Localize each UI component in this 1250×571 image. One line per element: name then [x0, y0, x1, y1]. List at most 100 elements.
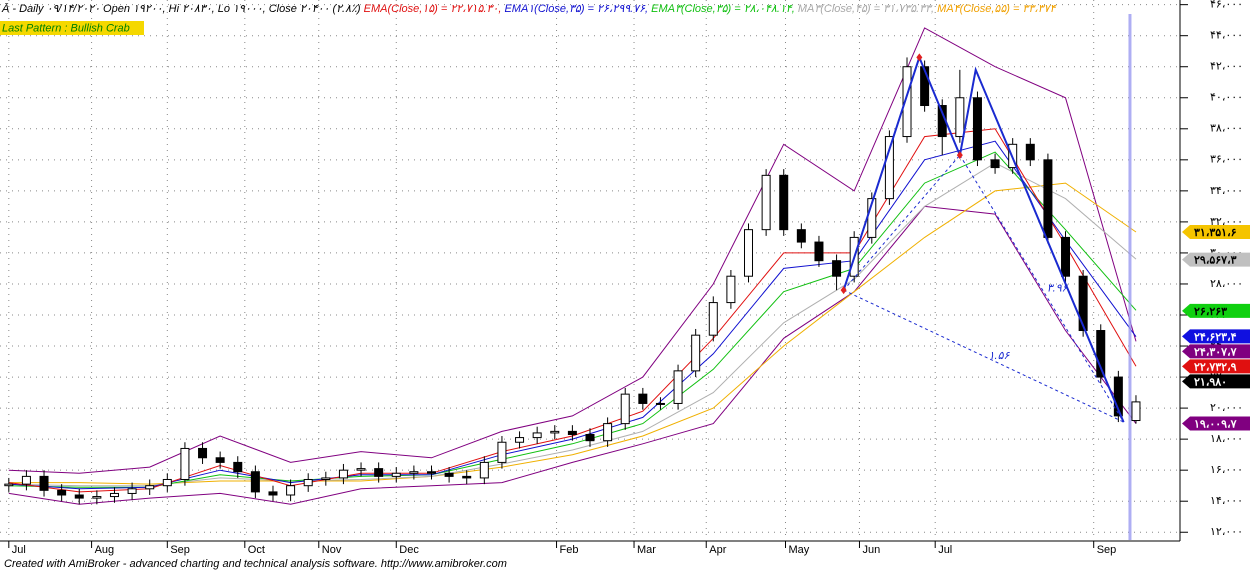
candle-body: [198, 447, 208, 459]
candle-body: [145, 485, 155, 490]
candle-body: [303, 478, 313, 487]
candle-body: [796, 229, 806, 243]
candle-body: [902, 66, 912, 138]
candle-body: [4, 483, 14, 487]
y-tick-label: ۲۸،۰۰۰: [1210, 278, 1243, 290]
candle-body: [814, 241, 824, 262]
pattern-marker: [916, 53, 923, 62]
pattern-ratio-line: [959, 154, 1125, 423]
candle-body: [250, 471, 260, 493]
candle-body: [444, 472, 454, 477]
x-tick-label: Dec: [399, 544, 419, 556]
candle-body: [109, 492, 119, 498]
price-label-box: [1182, 374, 1250, 389]
indicator-line: [8, 27, 1137, 474]
cursor-line: [1128, 14, 1132, 540]
price-label: ۲۶،۲۶۳: [1194, 306, 1227, 318]
y-tick-label: ۴۰،۰۰۰: [1210, 92, 1243, 104]
x-tick-label: Mar: [637, 544, 656, 556]
price-label: ۲۱،۹۸۰: [1194, 376, 1227, 388]
chart-title-part: EMA(Close,۱۵) = ۲۲،۷۱۵.۳۰,: [364, 3, 505, 15]
y-tick-label: ۱۴،۰۰۰: [1210, 495, 1243, 507]
x-tick-label: Jul: [12, 544, 26, 556]
candle-body: [162, 478, 172, 487]
price-label: ۲۹،۵۶۷،۳: [1194, 255, 1237, 267]
y-tick-label: ۴۲،۰۰۰: [1210, 61, 1243, 73]
candle-body: [356, 468, 366, 471]
x-tick-label: May: [788, 544, 809, 556]
candle-body: [1043, 159, 1053, 238]
chart-title-part: EMA۳(Close,۳۵) = ۲۸،۰۴۸.۱۴,: [651, 3, 798, 15]
chart-title-part: Ā - Daily ۰۹/۱۴/۲۰۲۰ Open ۱۹۲۰۰, Hi ۲۰۸۳…: [1, 3, 364, 15]
candle-body: [74, 494, 84, 499]
candle-body: [1078, 275, 1088, 332]
candle-body: [673, 370, 683, 404]
pattern-ratio-label: ۱.۵۶: [989, 350, 1011, 362]
candle-body: [1025, 143, 1035, 161]
chart-title: Ā - Daily ۰۹/۱۴/۲۰۲۰ Open ۱۹۲۰۰, Hi ۲۰۸۳…: [1, 3, 1057, 15]
candle-body: [532, 432, 542, 439]
x-tick-label: Feb: [560, 544, 579, 556]
candle-body: [620, 393, 630, 425]
price-label-box: [1182, 344, 1250, 359]
indicator-line: [8, 205, 1137, 505]
price-label-box: [1182, 303, 1250, 318]
candle-body: [920, 66, 930, 107]
candle-body: [990, 159, 1000, 169]
candle-body: [21, 475, 31, 485]
price-label-box: [1182, 224, 1250, 239]
y-tick-label: ۱۲،۰۰۰: [1210, 526, 1243, 538]
candle-body: [1131, 401, 1141, 422]
candle-body: [585, 433, 595, 442]
candle-body: [426, 471, 436, 474]
y-tick-label: ۱۶،۰۰۰: [1210, 464, 1243, 476]
x-tick-label: Aug: [95, 544, 115, 556]
candle-body: [603, 423, 613, 442]
y-tick-label: ۳۴،۰۰۰: [1210, 185, 1243, 197]
x-tick-label: Nov: [322, 544, 342, 556]
candle-body: [1113, 376, 1123, 417]
candle-body: [761, 174, 771, 231]
y-tick-label: ۴۴،۰۰۰: [1210, 30, 1243, 42]
candle-body: [57, 489, 67, 496]
candle-body: [497, 441, 507, 463]
candle-body: [1096, 330, 1106, 378]
candle-body: [321, 477, 331, 480]
candle-body: [744, 229, 754, 277]
x-tick-label: Sep: [1097, 544, 1117, 556]
price-label-box: [1182, 329, 1250, 344]
indicator-line: [8, 162, 1137, 487]
price-label-box: [1182, 252, 1250, 267]
indicator-line: [8, 151, 1137, 488]
candle-body: [39, 475, 49, 491]
candle-body: [972, 97, 982, 161]
candle-body: [726, 275, 736, 304]
indicator-line: [8, 182, 1137, 485]
chart-title-part: MA۴(Close,۵۵) = ۳۳،۳۷۴: [937, 3, 1056, 15]
price-label: ۲۴،۳۰۷،۷: [1194, 346, 1237, 358]
candle-body: [233, 461, 243, 473]
candle-body: [691, 334, 701, 372]
candle-body: [479, 461, 489, 479]
candle-body: [1061, 236, 1071, 277]
pattern-marker: [840, 286, 847, 295]
candle-body: [462, 475, 472, 479]
y-tick-label: ۲۰،۰۰۰: [1210, 402, 1243, 414]
candle-body: [92, 496, 102, 499]
x-tick-label: Apr: [709, 544, 726, 556]
candle-body: [708, 302, 718, 336]
candle-body: [638, 393, 648, 404]
pattern-ratio-label: ۳.۹۶: [1047, 283, 1069, 295]
price-label: ۳۱،۳۵۱،۶: [1194, 227, 1237, 239]
candle-body: [180, 447, 190, 480]
candle-body: [215, 457, 225, 463]
x-tick-label: Oct: [248, 544, 265, 556]
price-label: ۲۴،۶۲۳،۴: [1194, 331, 1237, 343]
y-tick-label: ۳۶،۰۰۰: [1210, 154, 1243, 166]
x-tick-label: Sep: [170, 544, 190, 556]
candle-body: [655, 402, 665, 405]
candle-body: [955, 97, 965, 138]
